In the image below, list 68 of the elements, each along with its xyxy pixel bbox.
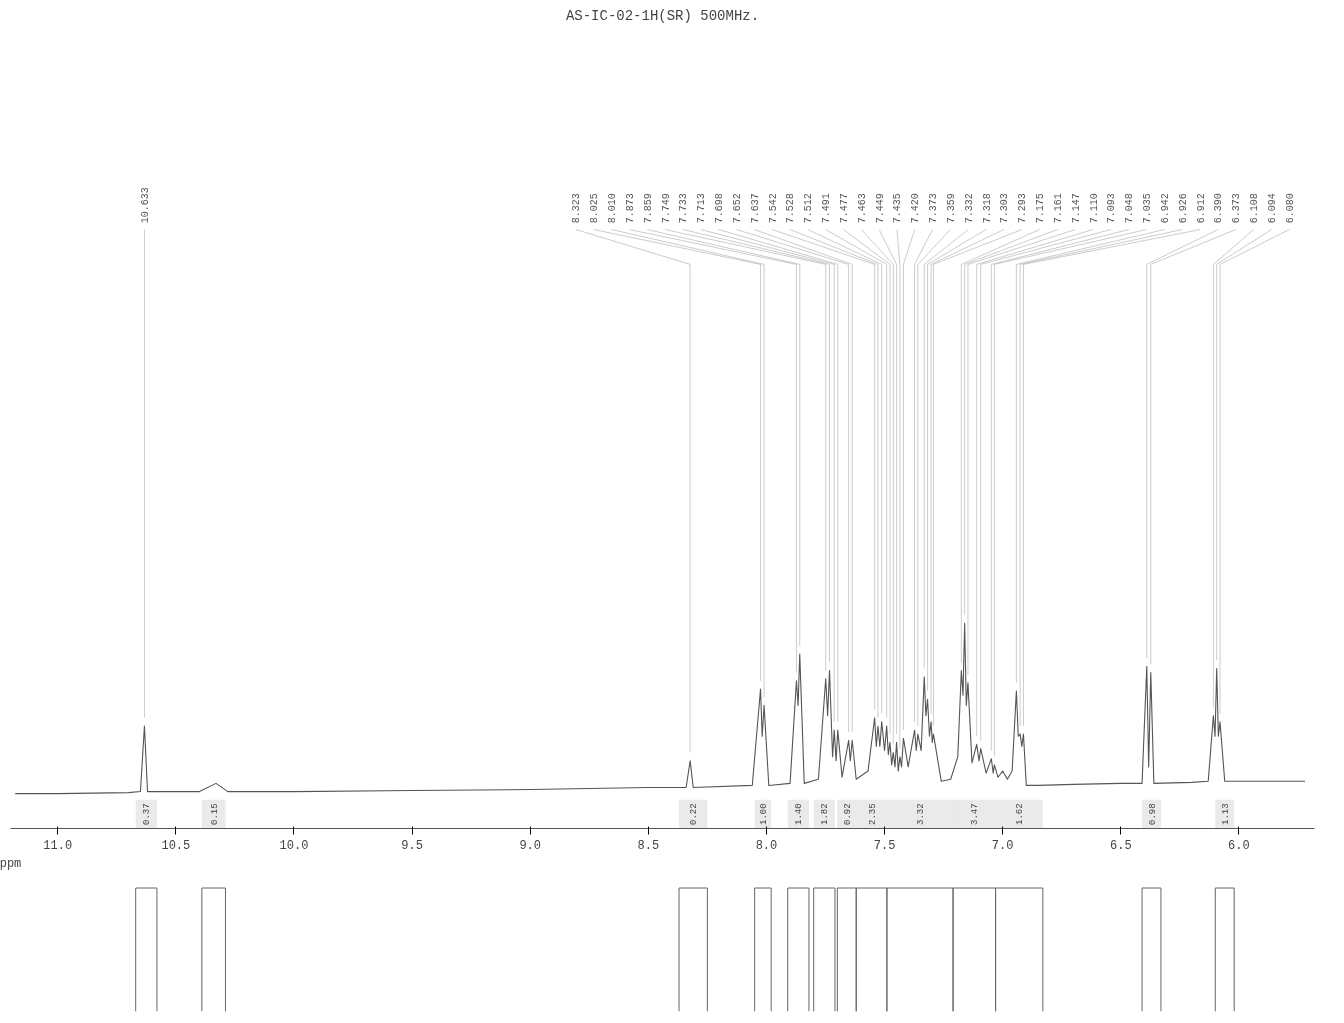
annotation: 7.528 [785,193,797,224]
annotation: 6.094 [1266,193,1278,224]
annotation: 7.175 [1035,193,1047,224]
annotation: 7.491 [821,193,833,224]
annotation: 7.318 [981,193,993,224]
annotation: 7.873 [624,193,636,224]
annotation: 7.293 [1017,193,1029,224]
annotation: 7.463 [856,193,868,224]
x-axis-title: ppm [0,856,22,871]
annotation: 6.373 [1231,193,1243,224]
annotation: 7.749 [660,193,672,224]
annotation: 7.147 [1070,193,1082,224]
band-label: 1.13 [1220,803,1231,825]
annotation: 7.303 [999,193,1011,224]
annotation: 7.373 [928,193,940,224]
annotation: 6.390 [1213,193,1225,224]
band-label: 1.82 [820,803,831,825]
band-label: 0.98 [1147,803,1158,825]
annotation: 7.652 [731,193,743,224]
x-tick-label: 8.5 [637,838,660,853]
band-label: 2.35 [867,803,878,825]
band-label: 0.92 [842,803,853,825]
annotation: 7.161 [1052,193,1064,224]
annotation: 7.713 [696,193,708,224]
chart-title: AS-IC-02-1H(SR) 500MHz. [565,7,760,24]
x-tick-label: 6.0 [1228,838,1250,853]
annotation: 8.010 [607,193,619,224]
annotation: 7.859 [642,193,654,224]
x-tick-label: 6.5 [1109,838,1132,853]
annotation: 6.080 [1284,193,1296,224]
annotation: 6.926 [1177,193,1189,224]
annotation: 7.110 [1088,193,1100,224]
x-tick-label: 10.5 [161,838,191,853]
x-tick-label: 9.0 [519,838,542,853]
annotation: 7.477 [838,193,850,224]
annotation: 8.323 [571,193,583,224]
x-tick-label: 8.0 [755,838,778,853]
annotation: 7.733 [678,193,690,224]
annotation: 7.420 [910,193,922,224]
annotation: 7.449 [874,193,886,224]
annotation: 7.698 [714,193,726,224]
x-tick-label: 9.5 [401,838,423,853]
annotation: 6.108 [1249,193,1261,224]
annotation: 6.912 [1195,193,1207,224]
annotation: 6.942 [1159,193,1171,224]
annotation: 7.093 [1106,193,1118,224]
band-label: 1.40 [794,803,805,825]
band-label: 1.00 [758,803,769,825]
x-tick-label: 7.5 [873,838,896,853]
band-label: 0.22 [689,803,700,825]
band-label: 0.15 [209,803,220,825]
annotation: 7.512 [803,193,815,224]
band-label: 3.47 [970,803,981,825]
band-label: 1.62 [1015,803,1026,825]
annotation: 10.633 [139,187,151,224]
annotation: 7.542 [767,193,779,224]
annotation: 7.637 [749,193,761,224]
annotation: 7.359 [945,193,957,224]
annotation: 8.025 [589,193,601,224]
band-label: 3.32 [915,803,926,825]
annotation: 7.048 [1124,193,1136,224]
x-tick-label: 7.0 [991,838,1014,853]
annotation: 7.332 [963,193,975,224]
x-tick-label: 10.0 [279,838,309,853]
band-label: 0.37 [142,803,153,825]
x-tick-label: 11.0 [43,838,73,853]
annotation: 7.035 [1142,193,1154,224]
annotation: 7.435 [892,193,904,224]
